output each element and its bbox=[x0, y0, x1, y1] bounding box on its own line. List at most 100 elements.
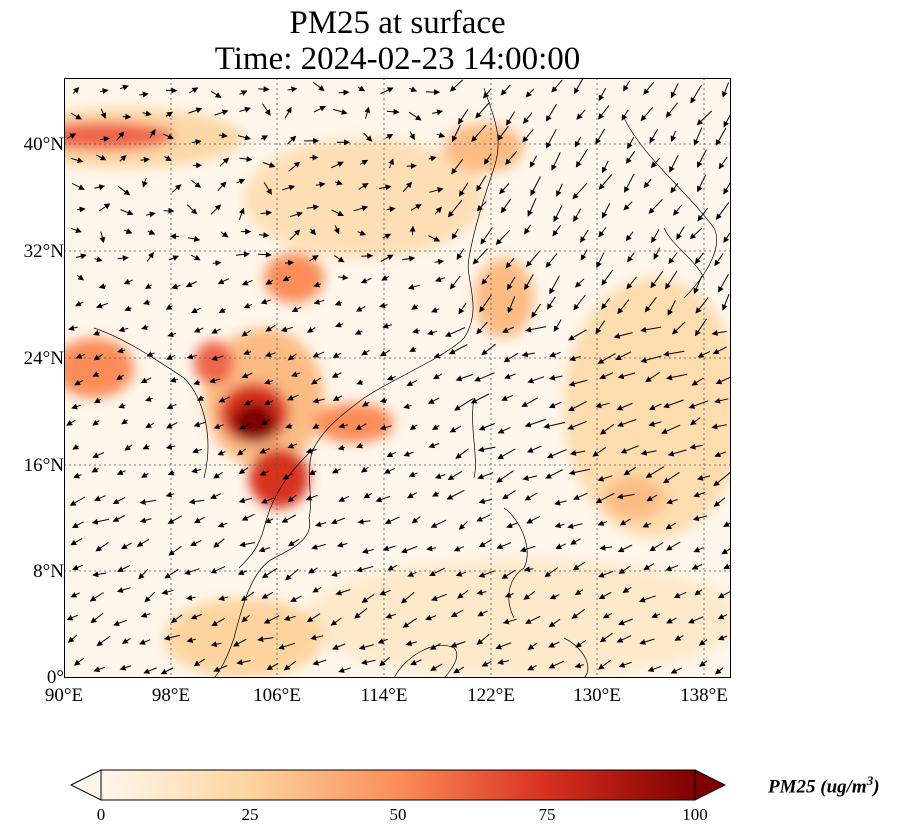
wind-arrow bbox=[715, 202, 730, 220]
wind-arrow bbox=[259, 470, 270, 476]
wind-arrow bbox=[506, 522, 519, 529]
wind-arrow bbox=[77, 206, 86, 213]
wind-arrow bbox=[140, 612, 151, 618]
wind-arrow bbox=[338, 422, 348, 429]
wind-arrow bbox=[506, 111, 515, 126]
wind-arrow bbox=[648, 420, 662, 427]
wind-arrow bbox=[568, 329, 587, 341]
wind-arrow bbox=[166, 354, 176, 360]
wind-arrow bbox=[188, 236, 201, 242]
wind-arrow bbox=[648, 403, 662, 411]
wind-arrow bbox=[523, 566, 534, 573]
wind-arrow bbox=[597, 105, 610, 120]
wind-arrow bbox=[573, 294, 586, 311]
wind-arrow bbox=[645, 466, 665, 478]
wind-arrow bbox=[261, 497, 275, 504]
wind-arrow bbox=[400, 591, 415, 604]
wind-arrow bbox=[618, 565, 631, 575]
wind-arrow bbox=[210, 566, 226, 574]
wind-arrow bbox=[669, 154, 679, 173]
wind-arrow bbox=[476, 175, 487, 192]
wind-arrow bbox=[596, 252, 605, 268]
wind-arrow bbox=[89, 592, 104, 602]
wind-arrow bbox=[617, 419, 637, 427]
wind-arrow bbox=[163, 634, 180, 641]
wind-arrow bbox=[481, 274, 490, 285]
wind-arrow bbox=[95, 302, 108, 309]
wind-arrow bbox=[331, 161, 344, 169]
wind-arrow bbox=[120, 542, 132, 550]
wind-arrow bbox=[696, 110, 713, 126]
wind-arrow bbox=[379, 397, 388, 404]
wind-arrow bbox=[264, 378, 274, 385]
wind-arrow bbox=[118, 326, 129, 333]
wind-arrow bbox=[91, 466, 99, 473]
wind-arrow bbox=[116, 587, 131, 593]
wind-arrow bbox=[237, 134, 251, 141]
wind-arrow bbox=[258, 232, 270, 239]
wind-arrow bbox=[257, 251, 272, 258]
wind-arrow bbox=[526, 445, 542, 453]
wind-arrow bbox=[241, 614, 250, 623]
wind-arrow bbox=[477, 610, 488, 617]
wind-arrow bbox=[507, 296, 516, 314]
wind-arrow bbox=[598, 659, 612, 670]
wind-arrow bbox=[332, 467, 341, 474]
wind-arrow bbox=[693, 546, 704, 553]
wind-arrow bbox=[386, 206, 396, 213]
lon-tick-label: 138°E bbox=[680, 685, 728, 706]
wind-arrow bbox=[456, 248, 465, 260]
wind-arrow bbox=[574, 662, 584, 669]
wind-arrow bbox=[98, 283, 107, 290]
wind-arrow bbox=[524, 224, 532, 235]
wind-arrow bbox=[214, 109, 229, 116]
wind-arrow bbox=[570, 538, 581, 545]
wind-arrow bbox=[653, 247, 661, 260]
wind-arrow bbox=[472, 248, 488, 265]
wind-arrow bbox=[526, 251, 540, 268]
wind-arrow bbox=[94, 256, 103, 263]
wind-arrow bbox=[471, 124, 487, 142]
wind-arrow bbox=[458, 521, 468, 530]
colorbar-label-exponent: 3 bbox=[866, 773, 874, 788]
wind-arrow bbox=[145, 211, 156, 218]
wind-arrow bbox=[100, 108, 107, 119]
wind-arrow bbox=[474, 372, 495, 382]
wind-arrow bbox=[455, 448, 469, 459]
wind-arrow bbox=[165, 491, 175, 498]
wind-arrow bbox=[645, 371, 661, 383]
wind-arrow bbox=[136, 538, 150, 547]
wind-arrow bbox=[691, 563, 703, 570]
wind-arrow bbox=[639, 638, 655, 645]
wind-arrow bbox=[479, 294, 492, 313]
wind-arrow bbox=[76, 274, 85, 281]
wind-arrow bbox=[358, 182, 369, 190]
wind-arrow bbox=[379, 184, 392, 191]
wind-arrow bbox=[312, 586, 322, 593]
map-panel bbox=[64, 78, 731, 678]
wind-arrow bbox=[168, 255, 180, 261]
wind-arrow bbox=[626, 276, 637, 290]
wind-arrow bbox=[601, 269, 614, 286]
wind-arrow bbox=[288, 161, 301, 172]
wind-arrow bbox=[723, 521, 731, 527]
wind-arrow bbox=[500, 198, 512, 214]
wind-arrow bbox=[310, 634, 324, 641]
wind-arrow bbox=[674, 635, 684, 641]
wind-arrow bbox=[713, 497, 726, 507]
wind-arrow bbox=[521, 351, 535, 358]
wind-arrow bbox=[617, 299, 630, 315]
wind-arrow bbox=[70, 157, 84, 164]
wind-arrow bbox=[290, 595, 302, 602]
wind-arrow bbox=[695, 297, 709, 314]
wind-arrow bbox=[569, 355, 581, 362]
wind-arrow bbox=[313, 298, 325, 305]
wind-arrow bbox=[545, 129, 557, 149]
wind-arrow bbox=[623, 466, 637, 476]
wind-arrow bbox=[495, 642, 512, 650]
wind-arrow bbox=[554, 522, 565, 529]
wind-arrow bbox=[188, 107, 203, 114]
wind-arrow bbox=[503, 352, 519, 363]
wind-arrow bbox=[213, 538, 225, 548]
map-title-line1: PM25 at surface bbox=[289, 5, 506, 41]
